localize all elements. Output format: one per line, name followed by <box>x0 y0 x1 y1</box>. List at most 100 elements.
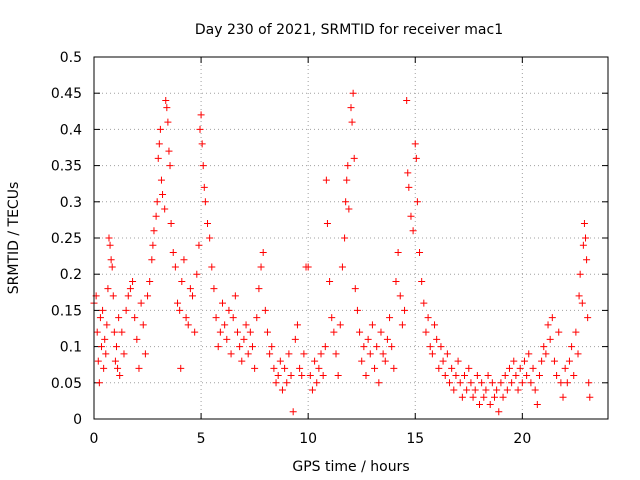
data-point <box>353 306 361 314</box>
data-point <box>216 328 224 336</box>
data-point <box>176 306 184 314</box>
data-point <box>332 350 340 358</box>
y-tick-label: 0.25 <box>51 231 82 247</box>
data-point <box>441 372 449 380</box>
y-tick-label: 0.2 <box>60 267 82 283</box>
data-point <box>386 314 394 322</box>
data-point <box>351 285 359 293</box>
data-point <box>426 343 434 351</box>
data-point <box>503 386 511 394</box>
data-point <box>368 321 376 329</box>
x-tick-label: 0 <box>90 431 99 447</box>
y-tick-label: 0.5 <box>60 50 82 66</box>
data-point <box>225 306 233 314</box>
data-point <box>321 343 329 351</box>
data-point <box>508 379 516 387</box>
data-point <box>102 350 110 358</box>
data-point <box>317 350 325 358</box>
data-point <box>274 372 282 380</box>
data-point <box>568 343 576 351</box>
data-point <box>244 350 252 358</box>
data-point <box>266 350 274 358</box>
data-point <box>439 357 447 365</box>
data-point <box>576 270 584 278</box>
data-point <box>580 220 588 228</box>
data-point <box>182 314 190 322</box>
data-point <box>469 393 477 401</box>
data-point <box>476 401 483 409</box>
y-tick-label: 0.3 <box>60 195 82 211</box>
data-point <box>319 372 327 380</box>
data-point <box>199 162 207 170</box>
data-point <box>101 335 109 343</box>
data-point <box>546 335 554 343</box>
data-point <box>110 328 118 336</box>
data-point <box>162 96 170 104</box>
data-point <box>137 299 145 307</box>
data-point <box>401 306 409 314</box>
data-point <box>306 372 314 380</box>
data-point <box>338 263 346 271</box>
data-point <box>177 364 185 372</box>
data-point <box>229 314 237 322</box>
data-point <box>108 263 116 271</box>
data-point <box>281 364 289 372</box>
data-point <box>364 335 372 343</box>
data-point <box>342 198 350 206</box>
data-point <box>345 205 353 213</box>
data-point <box>221 321 229 329</box>
data-point <box>328 314 336 322</box>
data-point <box>456 379 464 387</box>
data-point <box>452 372 460 380</box>
data-point <box>191 328 199 336</box>
data-point <box>272 379 280 387</box>
data-point <box>278 386 286 394</box>
data-point <box>505 364 513 372</box>
data-point <box>510 357 518 365</box>
data-point <box>428 350 436 358</box>
data-point <box>246 328 254 336</box>
data-point <box>579 241 587 249</box>
data-point <box>156 125 164 133</box>
data-point <box>291 335 299 343</box>
data-point <box>93 328 101 336</box>
data-point <box>326 277 334 285</box>
data-point <box>403 96 411 104</box>
y-tick-label: 0.1 <box>60 340 82 356</box>
data-point <box>154 154 162 162</box>
data-point <box>104 285 112 293</box>
data-point <box>570 372 578 380</box>
data-point <box>344 162 352 170</box>
data-point <box>231 292 239 300</box>
data-point <box>248 343 256 351</box>
data-point <box>103 321 111 329</box>
data-point <box>255 285 263 293</box>
data-point <box>208 263 216 271</box>
data-point <box>555 328 563 336</box>
data-point <box>263 328 271 336</box>
data-point <box>409 227 417 235</box>
data-point <box>186 285 194 293</box>
data-point <box>97 343 105 351</box>
data-point <box>166 162 174 170</box>
data-point <box>544 321 552 329</box>
data-point <box>373 343 381 351</box>
data-point <box>422 328 430 336</box>
data-point <box>287 372 295 380</box>
data-point <box>584 314 592 322</box>
data-point <box>454 357 462 365</box>
data-point <box>174 299 182 307</box>
data-point <box>233 328 241 336</box>
data-point <box>418 277 426 285</box>
data-point <box>484 372 492 380</box>
data-point <box>289 408 297 416</box>
data-point <box>349 89 357 97</box>
x-tick-label: 10 <box>299 431 317 447</box>
data-point <box>212 314 220 322</box>
data-point <box>146 277 154 285</box>
data-point <box>350 154 358 162</box>
data-point <box>538 357 546 365</box>
data-point <box>542 350 550 358</box>
data-point <box>116 372 124 380</box>
data-point <box>482 386 490 394</box>
